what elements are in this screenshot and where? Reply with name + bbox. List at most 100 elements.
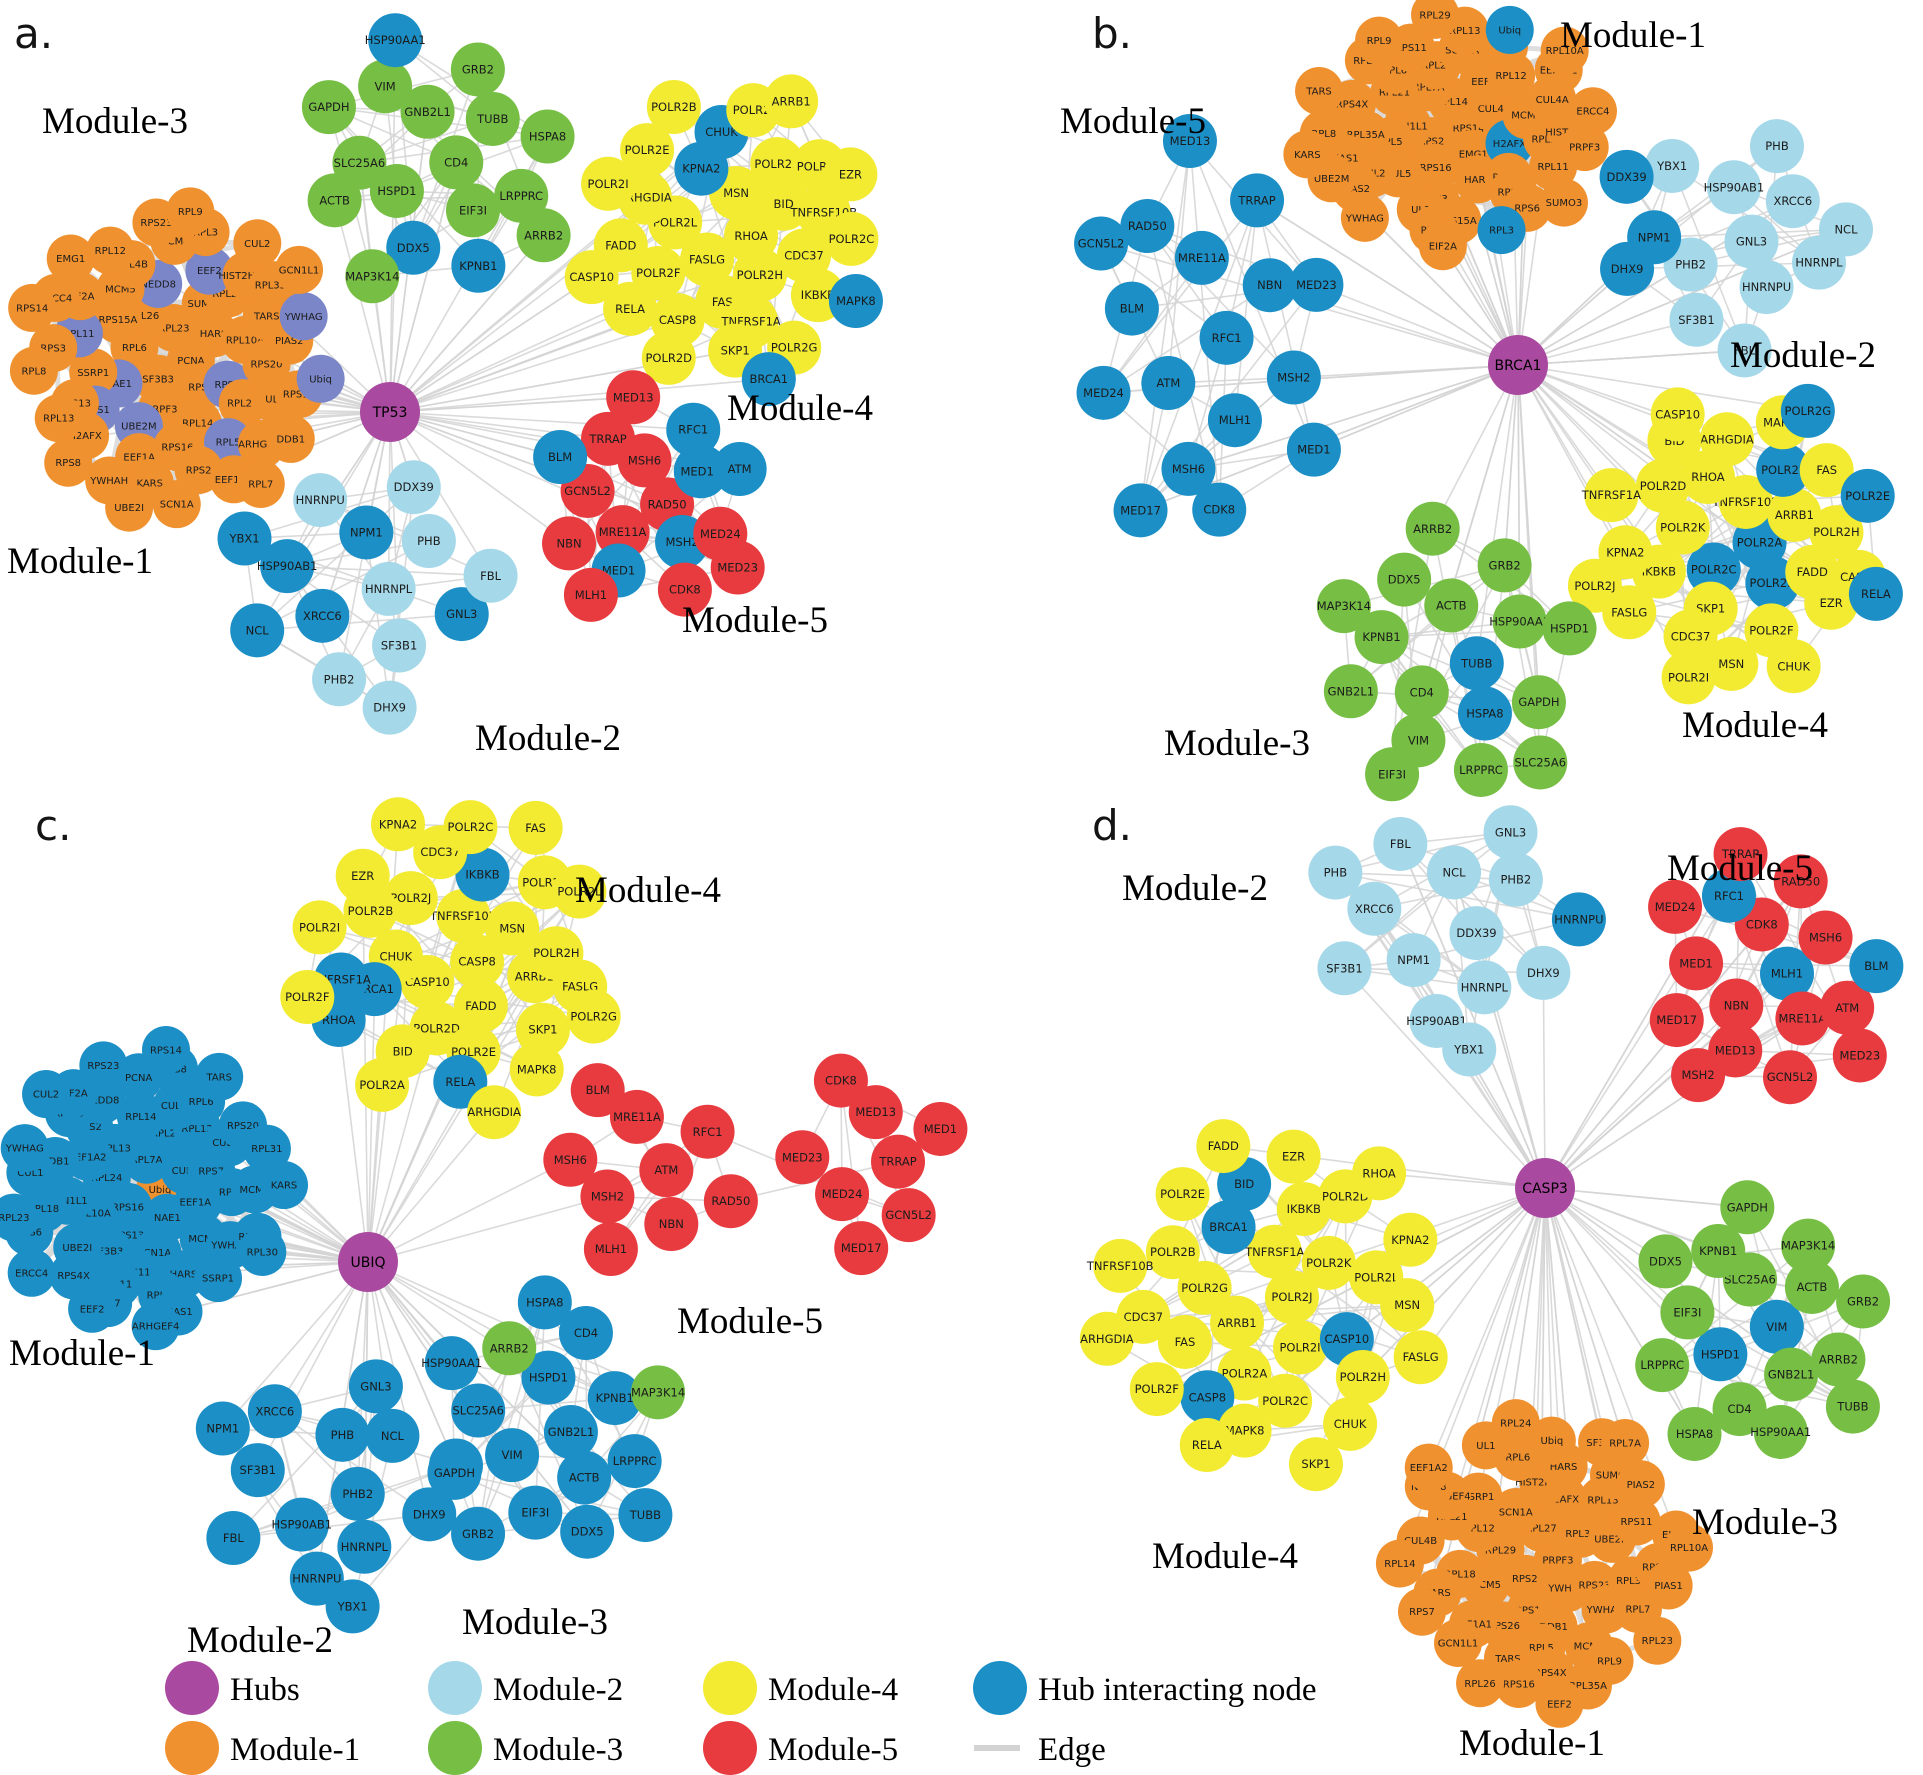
node-label: CD4 xyxy=(1727,1402,1751,1416)
edge xyxy=(1350,564,1506,692)
node-MED1 xyxy=(1669,936,1724,991)
node-POLR2C xyxy=(1686,542,1741,597)
node-label: HSPD1 xyxy=(1550,621,1589,635)
legend-swatch-module-4 xyxy=(703,1661,757,1715)
node-DDX5 xyxy=(560,1504,615,1559)
hub-label: TP53 xyxy=(372,405,408,421)
node-label: VIM xyxy=(1766,1320,1787,1334)
edge xyxy=(333,200,391,413)
node-HNRNPL xyxy=(337,1519,392,1574)
node-label: POLR2K xyxy=(1306,1256,1352,1270)
node-label: EMG1 xyxy=(1459,150,1488,161)
node-label: CDC37 xyxy=(1124,1310,1164,1324)
node-label: TNFRSF1A xyxy=(1244,1245,1304,1259)
module-label-m1: Module-1 xyxy=(7,541,153,582)
node-label: RPL21 xyxy=(212,289,243,300)
node-label: EEF1A2 xyxy=(215,475,253,486)
node-label: RPL3 xyxy=(193,228,218,239)
node-POLR2B xyxy=(1145,1225,1200,1280)
node-label: RPL7A xyxy=(1609,1438,1641,1449)
node-label: XRCC6 xyxy=(1355,902,1394,916)
node-label: KPNA2 xyxy=(379,817,417,831)
node-label: ARRB1 xyxy=(772,94,811,108)
node-MSN xyxy=(1704,636,1759,691)
node-label: RELA xyxy=(1192,1438,1222,1452)
legend-swatch-hubs xyxy=(165,1661,219,1715)
node-HSPA8 xyxy=(1457,686,1512,741)
node-label: RPL29 xyxy=(1419,10,1450,21)
node-RPL23 xyxy=(0,1193,38,1242)
node-RPL14 xyxy=(116,1092,165,1141)
node-label: KPNB1 xyxy=(1699,1244,1737,1258)
node-EMG1 xyxy=(46,234,95,283)
module-label-m2: Module-2 xyxy=(187,1620,333,1661)
node-label: MRE11A xyxy=(1178,251,1226,265)
node-HNRNPU xyxy=(293,473,348,528)
node-POLR2C xyxy=(1258,1373,1313,1428)
edge xyxy=(1453,872,1471,1050)
node-label: POLR2F xyxy=(1749,623,1793,637)
node-label: EEF1A1 xyxy=(180,1198,218,1209)
node-label: Ubiq xyxy=(149,1185,172,1196)
node-POLR2H xyxy=(732,247,787,302)
node-HNRNPU xyxy=(1551,892,1606,947)
hub-label: CASP3 xyxy=(1522,1181,1568,1197)
node-MED23 xyxy=(775,1130,830,1185)
node-label: RPL13 xyxy=(100,1143,131,1154)
node-HNRNPL xyxy=(361,561,416,616)
node-FAS xyxy=(1799,443,1854,498)
module-label-m4: Module-4 xyxy=(575,870,721,911)
node-label: RPS11 xyxy=(1620,1517,1652,1528)
node-MAP3K14 xyxy=(1781,1218,1836,1273)
node-label: RPL10A xyxy=(1670,1543,1708,1554)
node-SLC25A6 xyxy=(451,1383,506,1438)
legend-swatch-module-5 xyxy=(703,1721,757,1775)
node-label: RPL35A xyxy=(1569,1681,1607,1692)
node-CASP10 xyxy=(564,250,619,305)
nodes-layer: CD4 HSPD1 GNB2L1 EIF3I SLC25A6 TUBB DDX5 VIM LRP… xyxy=(0,0,1904,1728)
edge xyxy=(222,1261,369,1430)
node-label: RPL31 xyxy=(251,1144,282,1155)
node-label: POLR2B xyxy=(1750,576,1796,590)
node-POLR2I xyxy=(1273,1320,1328,1375)
node-MED1 xyxy=(1286,422,1341,477)
edge xyxy=(1328,1187,1546,1264)
module-label-m5: Module-5 xyxy=(1060,101,1206,142)
node-POLR2L xyxy=(1756,442,1811,497)
node-label: YBX1 xyxy=(228,532,259,546)
edge xyxy=(1188,364,1519,470)
node-label: CASP10 xyxy=(1324,1332,1369,1346)
node-NPM1 xyxy=(195,1401,250,1456)
node-UBE2I xyxy=(105,483,154,532)
node-label: DDX5 xyxy=(1388,573,1421,587)
node-label: RPL23 xyxy=(158,323,189,334)
node-label: FASLG xyxy=(689,252,725,266)
node-SF3B1 xyxy=(372,618,427,673)
node-FBL xyxy=(463,548,518,603)
node-label: GCN1L1 xyxy=(1438,1638,1479,1649)
node-BLM xyxy=(533,430,588,485)
node-label: NCL xyxy=(1834,222,1858,236)
module-label-m1: Module-1 xyxy=(9,1333,155,1374)
node-label: CASP8 xyxy=(659,313,696,327)
node-label: RPL9 xyxy=(1367,36,1392,47)
node-label: POLR2I xyxy=(299,920,340,934)
node-label: FADD xyxy=(1208,1139,1239,1153)
node-label: RPS16 xyxy=(112,1202,144,1213)
edge xyxy=(1517,319,1697,366)
node-label: HNRNPU xyxy=(1742,280,1791,294)
node-CDK8 xyxy=(813,1053,868,1108)
node-ARRB1 xyxy=(764,74,819,129)
edge xyxy=(389,411,492,577)
node-label: MLH1 xyxy=(575,588,607,602)
node-label: RPS16 xyxy=(1420,163,1452,174)
edge xyxy=(389,411,694,431)
node-label: HARS xyxy=(200,329,228,340)
node-label: TNFRSF1A xyxy=(1581,488,1641,502)
node-RPS14 xyxy=(8,283,57,332)
node-label: NBN xyxy=(1257,278,1282,292)
node-label: PHB xyxy=(1324,866,1348,880)
node-YWHAG xyxy=(279,292,328,341)
node-label: CD4 xyxy=(1410,685,1434,699)
node-label: MSH2 xyxy=(665,535,698,549)
